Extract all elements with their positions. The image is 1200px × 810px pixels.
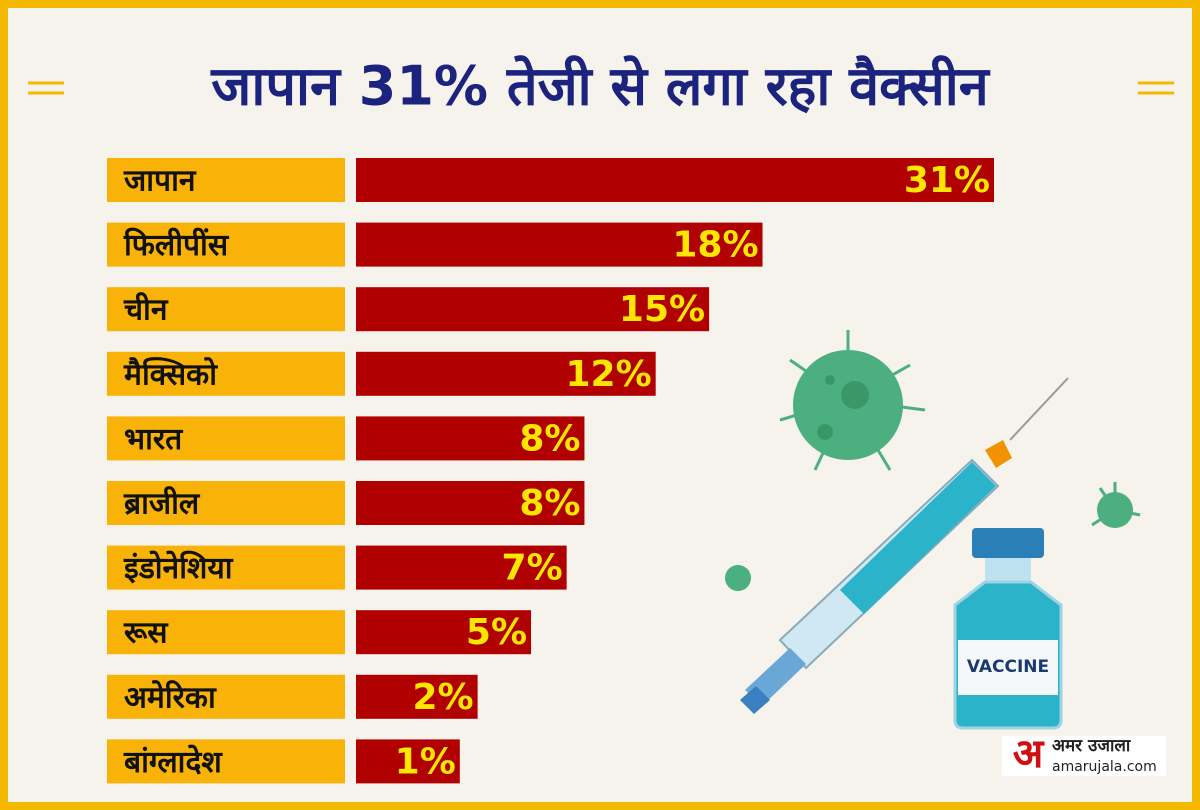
logo-mark: अ [1013,731,1045,777]
vial-illustration [953,528,1063,730]
value-label: 12% [566,354,652,395]
category-label: रूस [123,616,169,651]
value-label: 15% [619,289,705,330]
category-box [107,739,345,784]
bar [356,287,710,332]
value-label: 18% [672,225,758,266]
logo-site: amarujala.com [1052,759,1157,775]
category-box [107,545,345,590]
bar [356,222,763,267]
bar [356,610,532,655]
value-label: 31% [904,160,990,201]
category-label: चीन [123,292,169,328]
bar [356,351,656,396]
syringe-illustration [740,377,1069,714]
title-rules [28,81,1174,95]
logo-name: अमर उजाला [1052,736,1131,756]
category-label: भारत [124,422,184,457]
virus-illustration [725,330,1141,591]
bar [356,416,585,461]
chart-title: जापान 31% तेजी से लगा रहा वैक्सीन [210,55,990,118]
logo-box [1002,736,1166,776]
category-label: मैक्सिको [123,356,218,392]
category-label: अमेरिका [124,679,217,715]
bar [356,674,478,719]
category-box [107,610,345,655]
value-label: 8% [519,418,580,459]
category-box [107,674,345,719]
vial-label: VACCINE [967,657,1049,677]
category-box [107,287,345,332]
value-label: 2% [412,677,473,718]
value-label: 1% [395,741,456,782]
category-box [107,481,345,525]
bar [356,481,585,525]
category-box [107,351,345,396]
value-label: 8% [519,483,580,524]
bar [356,158,994,202]
bar [356,739,460,784]
category-label: फिलीपींस [123,227,230,263]
category-label: जापान [123,164,197,199]
category-box [107,416,345,461]
bar [356,545,567,590]
category-box [107,222,345,267]
category-label: ब्राजील [123,486,201,522]
value-label: 5% [466,612,527,653]
category-box [107,158,345,202]
value-label: 7% [502,548,563,589]
category-label: इंडोनेशिया [123,550,234,586]
category-label: बांग्लादेश [123,744,223,780]
